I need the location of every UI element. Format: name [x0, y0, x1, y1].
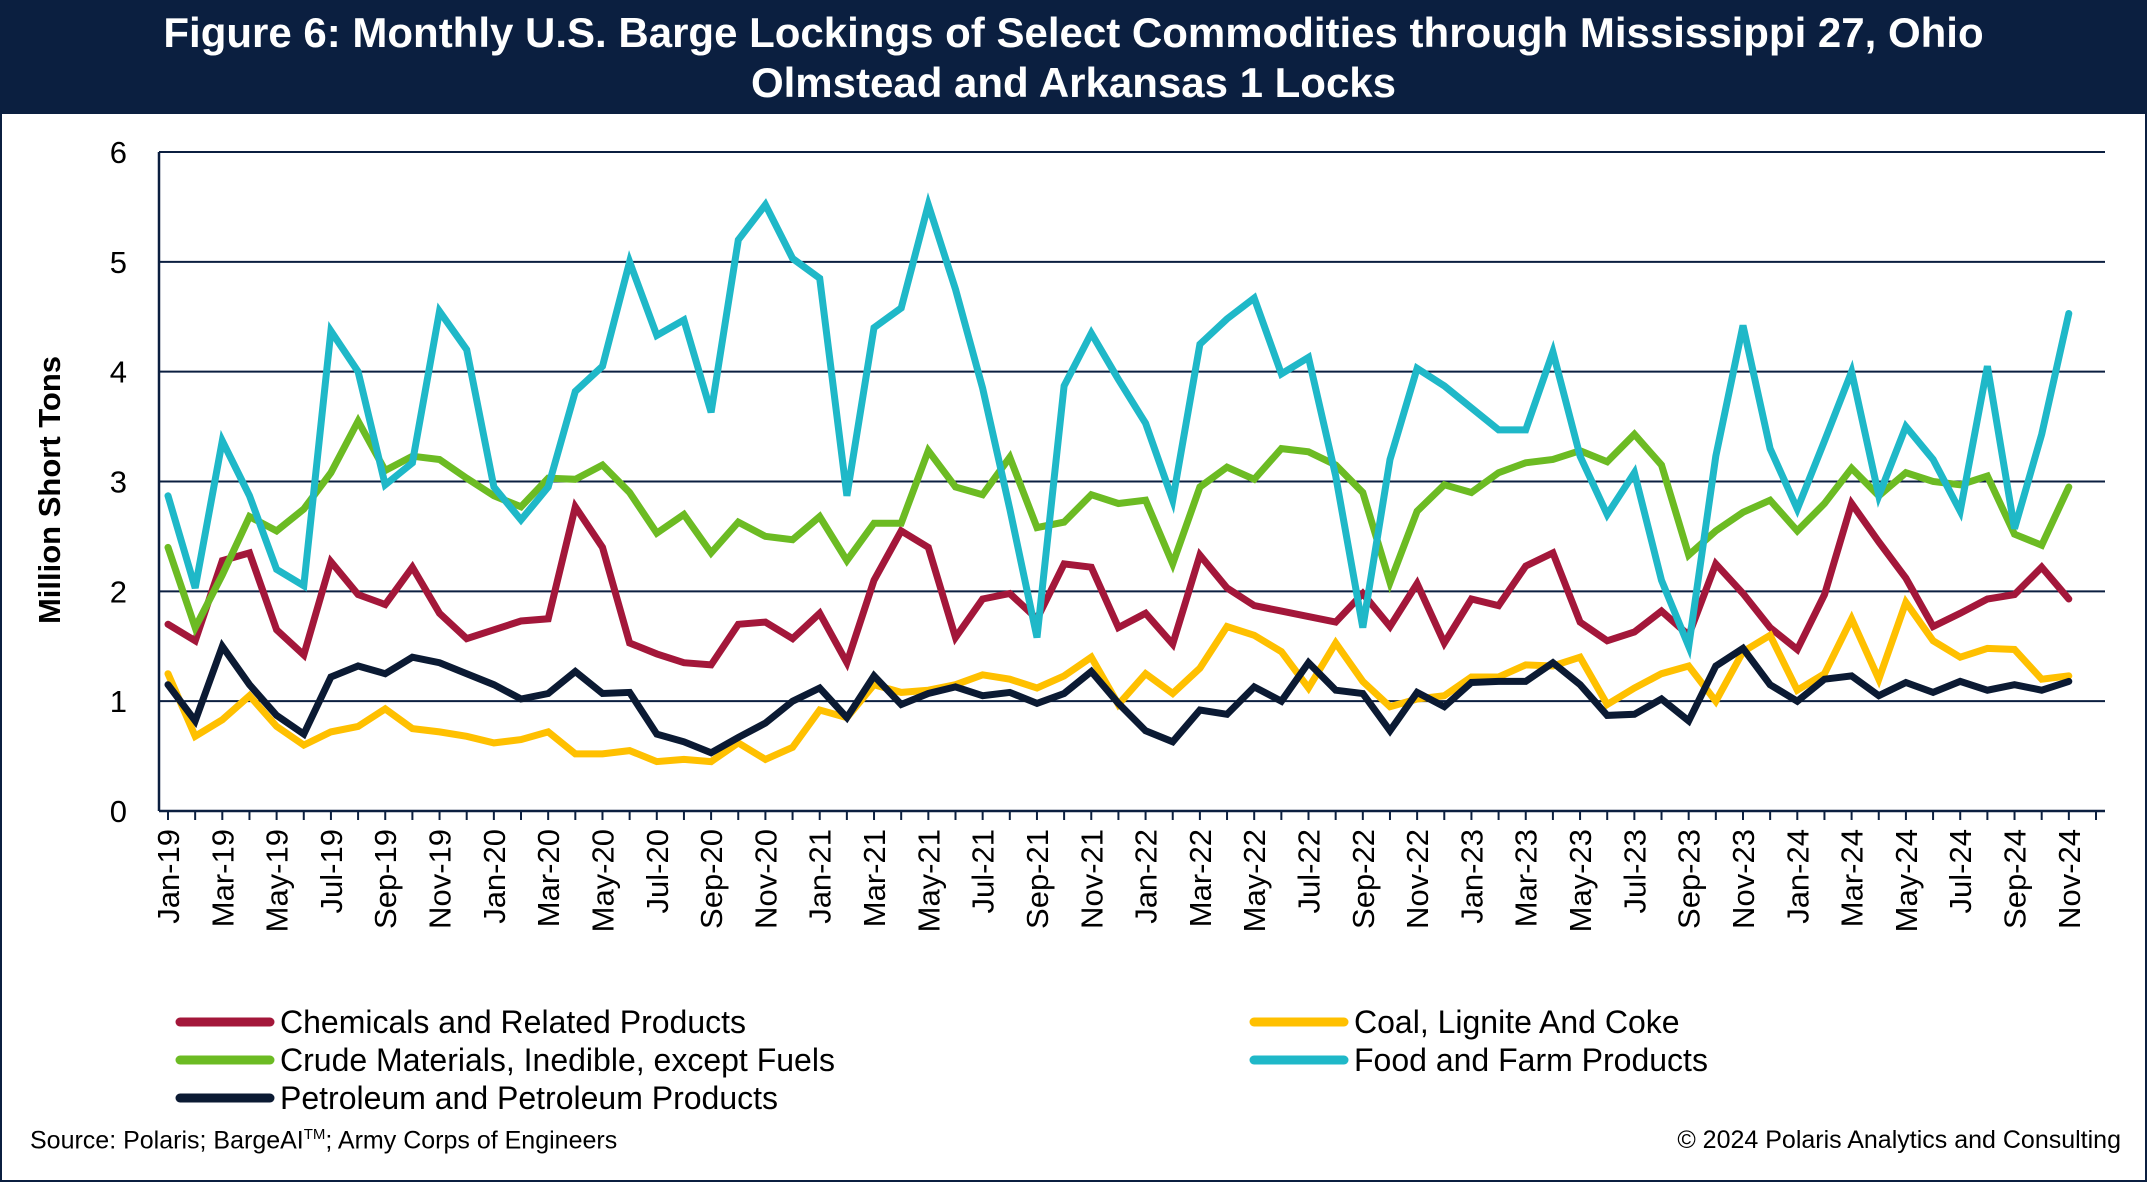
series-line [164, 495, 2073, 672]
y-tick-label: 6 [110, 135, 127, 170]
x-tick-label: Nov-20 [748, 829, 783, 929]
y-axis-ticks: 0 1 2 3 4 5 6 [110, 135, 127, 829]
x-tick-label: Sep-23 [1672, 829, 1707, 929]
x-tick-label: Mar-22 [1183, 829, 1218, 927]
x-tick-label: Mar-24 [1835, 829, 1870, 927]
x-tick-label: Nov-24 [2052, 829, 2087, 929]
x-tick-label: Jul-19 [314, 829, 349, 913]
x-tick-label: Mar-20 [531, 829, 566, 927]
legend-label: Food and Farm Products [1354, 1042, 1708, 1078]
gridlines [157, 151, 2105, 813]
x-tick-label: Mar-21 [857, 829, 892, 927]
legend-label: Petroleum and Petroleum Products [280, 1080, 778, 1116]
y-tick-label: 2 [110, 574, 127, 609]
y-axis-title: Million Short Tons [32, 356, 67, 624]
legend: Chemicals and Related Products Coal, Lign… [175, 1004, 1708, 1116]
x-tick-label: Sep-20 [694, 829, 729, 929]
copyright-note: © 2024 Polaris Analytics and Consulting [1677, 1126, 2121, 1154]
x-tick-label: Jul-23 [1617, 829, 1652, 913]
x-tick-label: Mar-23 [1509, 829, 1544, 927]
x-tick-label: Mar-19 [205, 829, 240, 927]
series-line [164, 192, 2073, 660]
y-tick-label: 0 [110, 794, 127, 829]
y-tick-label: 4 [110, 355, 127, 390]
x-tick-label: May-24 [1889, 829, 1924, 932]
x-tick-label: Nov-19 [423, 829, 458, 929]
source-suffix: ; Army Corps of Engineers [325, 1126, 618, 1155]
series-line [164, 413, 2073, 637]
x-axis-ticks: Jan-19 Mar-19 May-19 Jul-19 Sep-19 Nov-19 Jan-… [151, 811, 2097, 932]
x-tick-label: Jan-24 [1780, 829, 1815, 924]
x-tick-label: Jul-22 [1292, 829, 1327, 913]
series-line [164, 638, 2073, 757]
x-tick-label: Nov-22 [1400, 829, 1435, 929]
legend-label: Coal, Lignite And Coke [1354, 1004, 1680, 1040]
x-tick-label: Jul-21 [966, 829, 1001, 913]
source-note: Source: Polaris; BargeAITM; Army Corps o… [30, 1126, 617, 1155]
x-tick-label: Nov-23 [1726, 829, 1761, 929]
chart-title-line-1: Figure 6: Monthly U.S. Barge Lockings of… [163, 9, 1984, 56]
x-tick-label: Jan-20 [477, 829, 512, 924]
source-prefix: Source: Polaris; BargeAI [30, 1126, 304, 1155]
x-tick-label: Sep-22 [1346, 829, 1381, 929]
x-tick-label: Sep-19 [368, 829, 403, 929]
x-tick-label: Sep-21 [1020, 829, 1055, 929]
legend-label: Crude Materials, Inedible, except Fuels [280, 1042, 835, 1078]
title-bar: Figure 6: Monthly U.S. Barge Lockings of… [2, 2, 2145, 114]
x-tick-label: Jul-24 [1943, 829, 1978, 913]
x-tick-label: Jan-19 [151, 829, 186, 924]
legend-label: Chemicals and Related Products [280, 1004, 746, 1040]
series-lines [164, 192, 2073, 766]
x-tick-label: Jan-23 [1454, 829, 1489, 924]
x-tick-label: Jan-22 [1129, 829, 1164, 924]
trademark-mark: TM [303, 1126, 326, 1143]
x-tick-label: Sep-24 [1998, 829, 2033, 929]
x-tick-label: May-19 [260, 829, 295, 932]
x-tick-label: Nov-21 [1074, 829, 1109, 929]
chart-title-line-2: Olmstead and Arkansas 1 Locks [750, 59, 1397, 106]
x-tick-label: Jan-21 [803, 829, 838, 924]
x-tick-label: May-23 [1563, 829, 1598, 932]
y-tick-label: 3 [110, 465, 127, 500]
x-tick-label: May-21 [911, 829, 946, 932]
x-tick-label: May-22 [1237, 829, 1272, 932]
y-tick-label: 5 [110, 245, 127, 280]
y-tick-label: 1 [110, 684, 127, 719]
x-tick-label: Jul-20 [640, 829, 675, 913]
x-tick-label: May-20 [585, 829, 620, 932]
